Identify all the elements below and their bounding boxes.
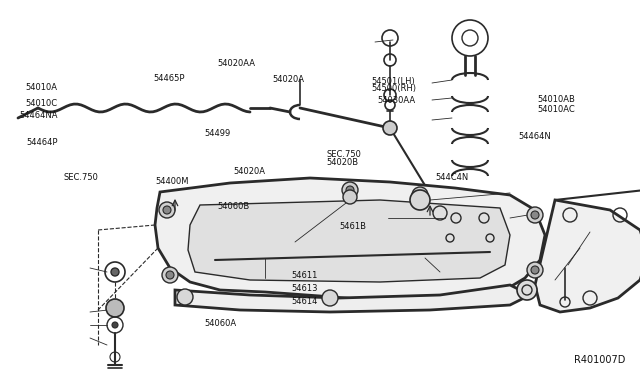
Text: 54500(RH): 54500(RH) — [371, 84, 416, 93]
Circle shape — [410, 190, 430, 210]
Text: 54611: 54611 — [291, 271, 317, 280]
Text: 54400M: 54400M — [156, 177, 189, 186]
Polygon shape — [188, 200, 510, 282]
Polygon shape — [175, 285, 530, 312]
Circle shape — [342, 182, 358, 198]
Circle shape — [346, 186, 354, 194]
Circle shape — [531, 266, 539, 274]
Circle shape — [159, 202, 175, 218]
Text: 54020AA: 54020AA — [218, 60, 256, 68]
Text: SEC.750: SEC.750 — [64, 173, 99, 182]
Text: 5461B: 5461B — [339, 222, 366, 231]
Text: 54010AC: 54010AC — [538, 105, 575, 114]
Circle shape — [322, 290, 338, 306]
Text: 54060A: 54060A — [205, 319, 237, 328]
Text: 54614: 54614 — [291, 297, 317, 306]
Text: 54060B: 54060B — [218, 202, 250, 211]
Circle shape — [343, 190, 357, 204]
Circle shape — [383, 121, 397, 135]
Text: 54020A: 54020A — [234, 167, 266, 176]
Polygon shape — [535, 200, 640, 312]
Polygon shape — [155, 178, 545, 302]
Text: 54020A: 54020A — [272, 76, 304, 84]
Text: 54010A: 54010A — [26, 83, 58, 92]
Text: 54465P: 54465P — [154, 74, 186, 83]
Circle shape — [112, 322, 118, 328]
Circle shape — [527, 207, 543, 223]
Circle shape — [162, 267, 178, 283]
Text: 54501(LH): 54501(LH) — [371, 77, 415, 86]
Text: 544C4N: 544C4N — [435, 173, 468, 182]
Text: 54010C: 54010C — [26, 99, 58, 108]
Circle shape — [517, 280, 537, 300]
Circle shape — [412, 187, 428, 203]
Text: SEC.750: SEC.750 — [326, 150, 361, 159]
Text: 54020B: 54020B — [326, 158, 358, 167]
Circle shape — [106, 299, 124, 317]
Text: 54030AA: 54030AA — [378, 96, 416, 105]
Text: 54613: 54613 — [291, 284, 317, 293]
Circle shape — [163, 206, 171, 214]
Text: 54010AB: 54010AB — [538, 95, 575, 104]
Text: R401007D: R401007D — [573, 355, 625, 365]
Circle shape — [527, 262, 543, 278]
Circle shape — [111, 268, 119, 276]
Circle shape — [531, 211, 539, 219]
Circle shape — [166, 271, 174, 279]
Text: 54464P: 54464P — [26, 138, 58, 147]
Circle shape — [416, 191, 424, 199]
Text: 54464NA: 54464NA — [19, 111, 58, 120]
Text: 54464N: 54464N — [518, 132, 551, 141]
Circle shape — [177, 289, 193, 305]
Text: 54499: 54499 — [204, 129, 231, 138]
